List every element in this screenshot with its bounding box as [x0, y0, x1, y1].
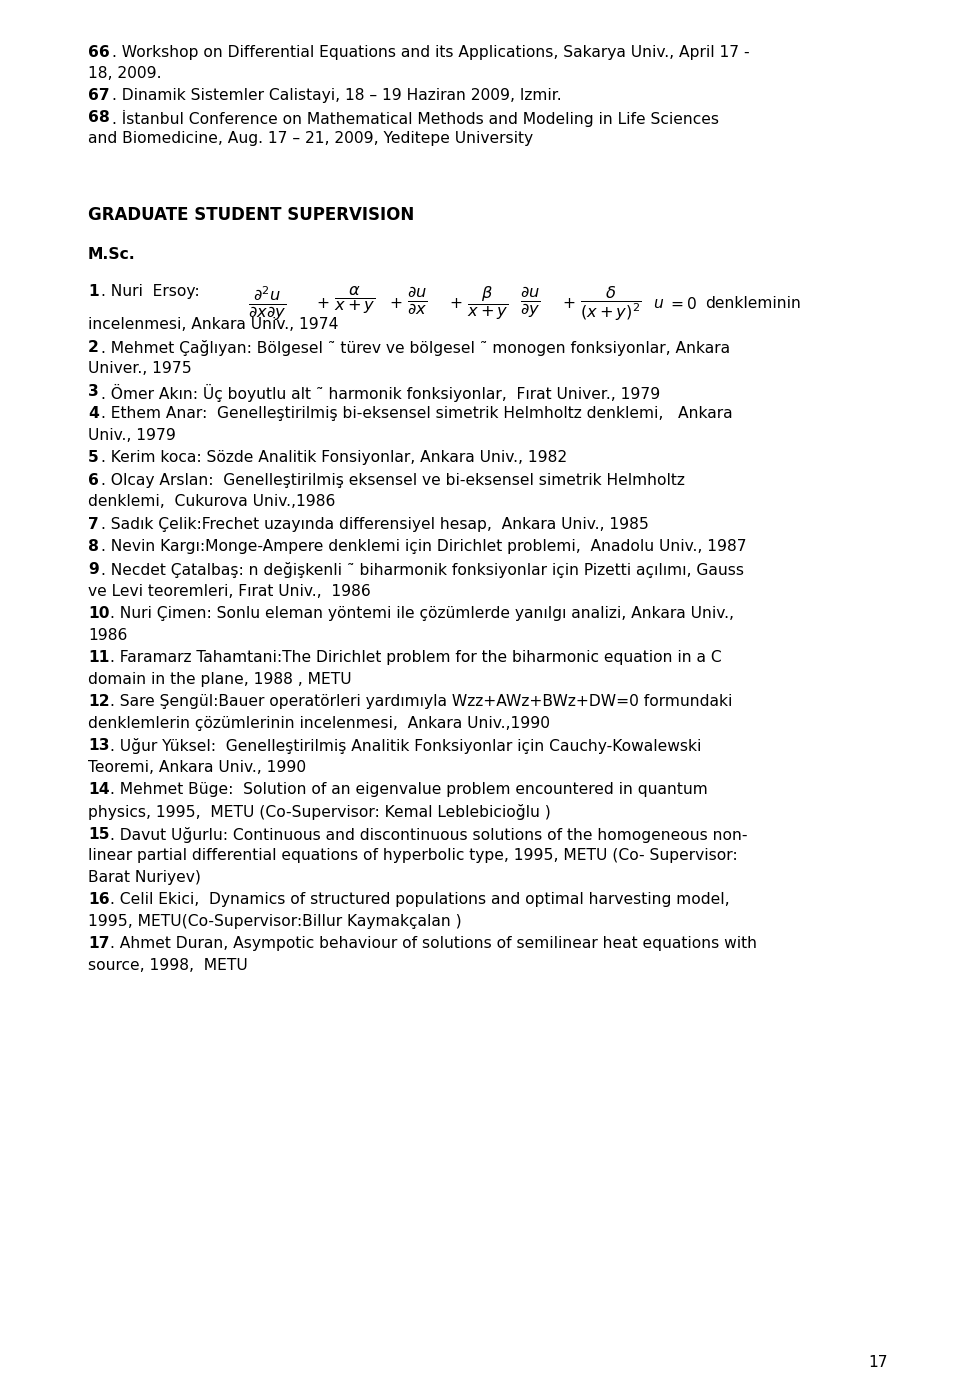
Text: Barat Nuriyev): Barat Nuriyev) [88, 870, 201, 884]
Text: 12: 12 [88, 694, 109, 709]
Text: $= 0$: $= 0$ [667, 296, 697, 311]
Text: $\dfrac{\alpha}{x + y}$: $\dfrac{\alpha}{x + y}$ [334, 285, 375, 316]
Text: Univer., 1975: Univer., 1975 [88, 361, 192, 377]
Text: $+$: $+$ [316, 296, 329, 310]
Text: $+$: $+$ [562, 296, 575, 310]
Text: 15: 15 [88, 827, 109, 841]
Text: 5: 5 [88, 450, 99, 466]
Text: denklemlerin çözümlerinin incelenmesi,  Ankara Univ.,1990: denklemlerin çözümlerinin incelenmesi, A… [88, 716, 550, 731]
Text: $u$: $u$ [653, 296, 664, 310]
Text: Univ., 1979: Univ., 1979 [88, 428, 176, 442]
Text: $\dfrac{\partial^2 u}{\partial x\partial y}$: $\dfrac{\partial^2 u}{\partial x\partial… [248, 285, 286, 324]
Text: . Olcay Arslan:  Genelleştirilmiş eksensel ve bi-eksensel simetrik Helmholtz: . Olcay Arslan: Genelleştirilmiş eksense… [101, 473, 684, 488]
Text: $\dfrac{\partial u}{\partial y}$: $\dfrac{\partial u}{\partial y}$ [520, 285, 540, 320]
Text: 6: 6 [88, 473, 99, 488]
Text: . Ethem Anar:  Genelleştirilmiş bi-eksensel simetrik Helmholtz denklemi,   Ankar: . Ethem Anar: Genelleştirilmiş bi-eksens… [101, 406, 732, 421]
Text: . Faramarz Tahamtani:The Dirichlet problem for the biharmonic equation in a C: . Faramarz Tahamtani:The Dirichlet probl… [110, 651, 722, 666]
Text: M.Sc.: M.Sc. [88, 247, 135, 263]
Text: denklemi,  Cukurova Univ.,1986: denklemi, Cukurova Univ.,1986 [88, 495, 335, 509]
Text: 10: 10 [88, 606, 109, 621]
Text: . Ömer Akın: Üç boyutlu alt ˜ harmonik fonksiyonlar,  Fırat Univer., 1979: . Ömer Akın: Üç boyutlu alt ˜ harmonik f… [101, 384, 660, 402]
Text: . Necdet Çatalbaş: n değişkenli ˜ biharmonik fonksiyonlar için Pizetti açılımı,: . Necdet Çatalbaş: n değişkenli ˜ bihar… [101, 562, 744, 578]
Text: 1: 1 [88, 284, 99, 299]
Text: source, 1998,  METU: source, 1998, METU [88, 958, 248, 973]
Text: 14: 14 [88, 783, 109, 798]
Text: 4: 4 [88, 406, 99, 421]
Text: . Davut Uğurlu: Continuous and discontinuous solutions of the homogeneous non-: . Davut Uğurlu: Continuous and discontin… [110, 827, 748, 842]
Text: $\dfrac{\delta}{(x + y)^2}$: $\dfrac{\delta}{(x + y)^2}$ [580, 285, 641, 324]
Text: 7: 7 [88, 517, 99, 532]
Text: 16: 16 [88, 892, 109, 908]
Text: 66: 66 [88, 44, 109, 60]
Text: incelenmesi, Ankara Univ., 1974: incelenmesi, Ankara Univ., 1974 [88, 317, 339, 332]
Text: . Mehmet Çağlıyan: Bölgesel ˜ türev ve bölgesel ˜ monogen fonksiyonlar, Ankara: . Mehmet Çağlıyan: Bölgesel ˜ türev ve b… [101, 339, 731, 356]
Text: denkleminin: denkleminin [705, 296, 801, 310]
Text: 3: 3 [88, 384, 99, 399]
Text: . Nuri  Ersoy:: . Nuri Ersoy: [101, 284, 200, 299]
Text: . Nuri Çimen: Sonlu eleman yöntemi ile çözümlerde yanılgı analizi, Ankara Univ.,: . Nuri Çimen: Sonlu eleman yöntemi ile ç… [110, 606, 734, 621]
Text: $\dfrac{\partial u}{\partial x}$: $\dfrac{\partial u}{\partial x}$ [407, 285, 428, 316]
Text: . Sare Şengül:Bauer operatörleri yardımıyla Wzz+AWz+BWz+DW=0 formundaki: . Sare Şengül:Bauer operatörleri yardımı… [110, 694, 732, 709]
Text: . Kerim koca: Sözde Analitik Fonsiyonlar, Ankara Univ., 1982: . Kerim koca: Sözde Analitik Fonsiyonlar… [101, 450, 567, 466]
Text: $+$: $+$ [449, 296, 463, 310]
Text: . Celil Ekici,  Dynamics of structured populations and optimal harvesting model,: . Celil Ekici, Dynamics of structured po… [110, 892, 730, 908]
Text: 2: 2 [88, 339, 99, 354]
Text: . İstanbul Conference on Mathematical Methods and Modeling in Life Sciences: . İstanbul Conference on Mathematical Me… [112, 110, 719, 126]
Text: linear partial differential equations of hyperbolic type, 1995, METU (Co- Superv: linear partial differential equations of… [88, 848, 737, 863]
Text: 17: 17 [869, 1355, 888, 1371]
Text: . Workshop on Differential Equations and its Applications, Sakarya Univ., April : . Workshop on Differential Equations and… [112, 44, 750, 60]
Text: 68: 68 [88, 110, 109, 125]
Text: . Dinamik Sistemler Calistayi, 18 – 19 Haziran 2009, Izmir.: . Dinamik Sistemler Calistayi, 18 – 19 H… [112, 88, 562, 103]
Text: $+$: $+$ [389, 296, 402, 310]
Text: 67: 67 [88, 88, 109, 103]
Text: domain in the plane, 1988 , METU: domain in the plane, 1988 , METU [88, 671, 351, 687]
Text: 13: 13 [88, 738, 109, 753]
Text: 1986: 1986 [88, 628, 128, 642]
Text: 11: 11 [88, 651, 109, 666]
Text: Teoremi, Ankara Univ., 1990: Teoremi, Ankara Univ., 1990 [88, 760, 306, 774]
Text: 8: 8 [88, 539, 99, 555]
Text: . Sadık Çelik:Frechet uzayında differensiyel hesap,  Ankara Univ., 1985: . Sadık Çelik:Frechet uzayında differens… [101, 517, 649, 532]
Text: . Mehmet Büge:  Solution of an eigenvalue problem encountered in quantum: . Mehmet Büge: Solution of an eigenvalue… [110, 783, 708, 798]
Text: . Ahmet Duran, Asympotic behaviour of solutions of semilinear heat equations wit: . Ahmet Duran, Asympotic behaviour of so… [110, 937, 757, 951]
Text: 1995, METU(Co-Supervisor:Billur Kaymakçalan ): 1995, METU(Co-Supervisor:Billur Kaymakça… [88, 913, 462, 929]
Text: . Uğur Yüksel:  Genelleştirilmiş Analitik Fonksiyonlar için Cauchy-Kowalewski: . Uğur Yüksel: Genelleştirilmiş Analitik… [110, 738, 702, 755]
Text: . Nevin Kargı:Monge-Ampere denklemi için Dirichlet problemi,  Anadolu Univ., 198: . Nevin Kargı:Monge-Ampere denklemi için… [101, 539, 747, 555]
Text: ve Levi teoremleri, Fırat Univ.,  1986: ve Levi teoremleri, Fırat Univ., 1986 [88, 584, 371, 599]
Text: 17: 17 [88, 937, 109, 951]
Text: GRADUATE STUDENT SUPERVISION: GRADUATE STUDENT SUPERVISION [88, 206, 415, 224]
Text: $\dfrac{\beta}{x + y}$: $\dfrac{\beta}{x + y}$ [467, 285, 509, 321]
Text: and Biomedicine, Aug. 17 – 21, 2009, Yeditepe University: and Biomedicine, Aug. 17 – 21, 2009, Yed… [88, 131, 533, 146]
Text: physics, 1995,  METU (Co-Supervisor: Kemal Leblebicioğlu ): physics, 1995, METU (Co-Supervisor: Kema… [88, 803, 551, 820]
Text: 18, 2009.: 18, 2009. [88, 67, 161, 82]
Text: 9: 9 [88, 562, 99, 577]
